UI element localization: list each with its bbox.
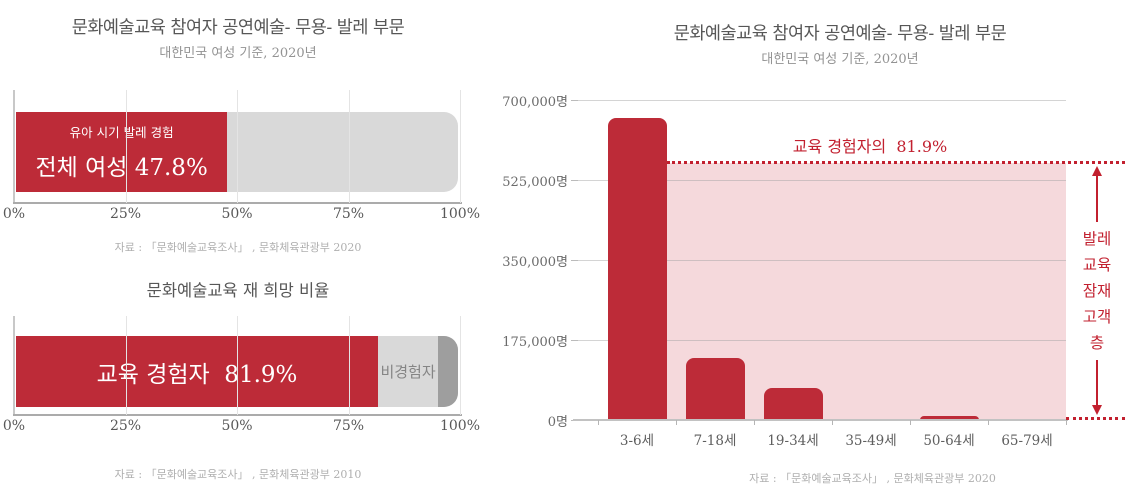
x-axis-tick xyxy=(754,420,755,425)
side-label-char: 층 xyxy=(1089,333,1105,352)
category-label: 35-49세 xyxy=(845,433,897,449)
x-tick-label: 100% xyxy=(439,418,481,434)
right-chart-title: 문화예술교육 참여자 공연예술- 무용- 발레 부문 xyxy=(673,24,1007,44)
chart2-y-axis-line xyxy=(13,316,15,415)
chart1-bar-sub-label: 유아 시기 발레 경험 xyxy=(69,125,174,140)
chart1-y-axis-line xyxy=(13,90,15,203)
x-axis-tick xyxy=(598,420,599,425)
category-label: 7-18세 xyxy=(693,433,737,449)
x-tick-label: 50% xyxy=(221,206,253,222)
x-axis-tick xyxy=(910,420,911,425)
y-axis-tick xyxy=(571,260,578,261)
left-chart1-subtitle: 대한민국 여성 기준, 2020년 xyxy=(159,46,317,61)
gridline xyxy=(578,340,1066,341)
chart2-bar-main-label: 교육 경험자 81.9% xyxy=(96,361,298,388)
left-chart2-title: 문화예술교육 재 희망 비율 xyxy=(146,281,330,300)
gridline xyxy=(578,180,1066,181)
y-axis-tick xyxy=(571,180,578,181)
chart1-x-axis-line xyxy=(13,202,462,204)
y-tick-label: 525,000명 xyxy=(502,175,568,190)
x-tick-label: 0% xyxy=(2,418,26,434)
threshold-annotation-label: 교육 경험자의 81.9% xyxy=(792,137,948,156)
gridline xyxy=(578,100,1066,101)
gridline xyxy=(348,90,350,203)
chart2-source: 자료 : 「문화예술교육조사」 , 문화체육관광부 2010 xyxy=(114,468,362,481)
side-label-char: 잠재 xyxy=(1082,281,1112,300)
arrow-down-icon xyxy=(1092,405,1102,415)
arrow-up-icon xyxy=(1092,166,1102,176)
chart1-bar-experienced: 유아 시기 발레 경험 전체 여성 47.8% xyxy=(16,112,228,192)
gridline xyxy=(348,316,350,415)
x-tick-label: 25% xyxy=(109,418,142,434)
x-tick-label: 75% xyxy=(332,418,365,434)
arrow-shaft-top xyxy=(1096,176,1098,222)
chart2-bar-experienced: 교육 경험자 81.9% xyxy=(16,336,378,407)
y-tick-label: 175,000명 xyxy=(502,335,568,350)
bar-3-6세 xyxy=(607,118,667,420)
y-tick-label: 0명 xyxy=(547,415,568,430)
chart2-x-axis-line xyxy=(13,414,462,416)
right-chart-source: 자료 : 「문화예술교육조사」 , 문화체육관광부 2020 xyxy=(749,472,996,485)
chart1-bar-main-label: 전체 여성 47.8% xyxy=(35,155,208,181)
x-axis-line xyxy=(573,419,1068,421)
right-chart-subtitle: 대한민국 여성 기준, 2020년 xyxy=(761,52,919,67)
x-tick-label: 0% xyxy=(2,206,26,222)
chart2-x-tick-labels: 0% 25% 50% 75% 100% xyxy=(3,418,480,436)
x-tick-label: 100% xyxy=(439,206,481,222)
x-axis-tick xyxy=(988,420,989,425)
category-label: 50-64세 xyxy=(923,433,975,449)
right-chart-plot-area: 0명 175,000명 350,000명 525,000명 700,000명 3-6세 7-… xyxy=(502,95,1125,449)
bar-19-34세 xyxy=(763,388,823,420)
category-label: 65-79세 xyxy=(1001,433,1053,449)
category-label: 19-34세 xyxy=(767,433,819,449)
y-tick-label: 350,000명 xyxy=(502,255,568,270)
y-axis-tick xyxy=(571,340,578,341)
x-tick-label: 25% xyxy=(109,206,142,222)
gridline xyxy=(460,90,461,203)
side-label-char: 교육 xyxy=(1082,255,1112,274)
gridline xyxy=(237,316,238,415)
threshold-dotted-line xyxy=(666,161,1125,165)
left-chart1-title: 문화예술교육 참여자 공연예술- 무용- 발레 부문 xyxy=(71,18,405,38)
side-label-char: 고객 xyxy=(1082,307,1112,326)
gridline xyxy=(578,260,1066,261)
chart2-bar-end-cap xyxy=(438,336,458,407)
gridline xyxy=(237,90,238,203)
chart1-x-tick-labels: 0% 25% 50% 75% 100% xyxy=(3,206,480,224)
baseline-dotted-line xyxy=(1066,417,1125,420)
chart2-non-experienced-label: 비경험자 xyxy=(380,363,436,381)
bar-50-64세 xyxy=(919,415,979,420)
y-tick-label: 700,000명 xyxy=(502,95,568,110)
category-label: 3-6세 xyxy=(619,433,655,449)
gridline xyxy=(125,90,127,203)
x-axis-tick xyxy=(1066,420,1067,425)
x-tick-label: 75% xyxy=(332,206,365,222)
x-axis-tick xyxy=(832,420,833,425)
x-axis-tick xyxy=(676,420,677,425)
chart1-source: 자료 : 「문화예술교육조사」 , 문화체육관광부 2020 xyxy=(114,241,362,254)
chart2-bar-non-experienced: 비경험자 xyxy=(377,336,439,407)
x-tick-label: 50% xyxy=(221,418,253,434)
chart1-plot-area: 유아 시기 발레 경험 전체 여성 47.8% xyxy=(13,90,462,204)
chart2-plot-area: 교육 경험자 81.9% 비경험자 xyxy=(13,316,462,416)
gridline xyxy=(125,316,127,415)
arrow-shaft-bottom xyxy=(1096,359,1098,405)
gridline xyxy=(460,316,461,415)
y-axis-tick xyxy=(571,100,578,101)
bar-7-18세 xyxy=(685,358,745,420)
side-label-char: 발레 xyxy=(1082,229,1112,248)
